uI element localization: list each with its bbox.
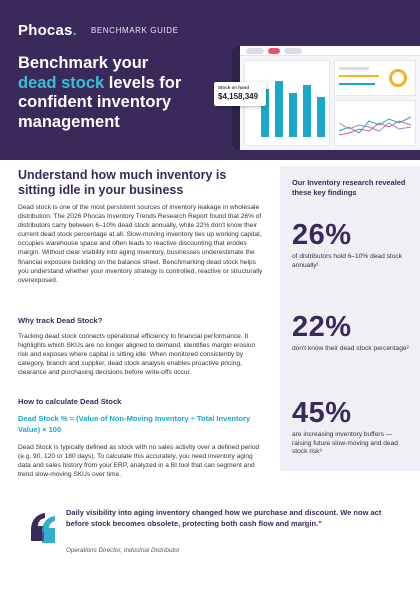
key-findings-title: Our Inventory research revealed these ke… xyxy=(292,178,406,197)
brand-bar: Phocas. BENCHMARK GUIDE xyxy=(18,22,179,39)
testimonial-quote: Daily visibility into aging inventory ch… xyxy=(66,508,382,528)
key-findings-panel: Our Inventory research revealed these ke… xyxy=(280,166,420,471)
stat-value: 26% xyxy=(292,219,352,251)
how-paragraph: Dead Stock is typically defined as stock… xyxy=(18,444,260,479)
intro-paragraph: Dead stock is one of the most persistent… xyxy=(18,204,263,284)
why-heading: Why track Dead Stock? xyxy=(18,316,103,325)
hero-title: Benchmark your dead stock levels for con… xyxy=(18,54,182,131)
dead-stock-formula: Dead Stock % = (Value of Non-Moving Inve… xyxy=(18,414,251,434)
dashboard-toolbar xyxy=(240,46,420,56)
stat-item: 45% are increasing inventory buffers — r… xyxy=(292,398,412,457)
dashboard-line-panel xyxy=(334,100,416,146)
stat-value: 22% xyxy=(292,311,352,343)
guide-label: BENCHMARK GUIDE xyxy=(90,26,179,35)
stat-value: 45% xyxy=(292,397,352,429)
quote-mark-icon xyxy=(31,513,55,543)
stat-item: 22% don't know their dead stock percenta… xyxy=(292,312,412,354)
testimonial-attribution: Operations Director, Industrial Distribu… xyxy=(66,547,180,554)
section-title: Understand how much inventory is sitting… xyxy=(18,168,227,197)
stat-description: of distributors hold 6–10% dead stock an… xyxy=(292,253,402,269)
stock-on-hand-card: Stock on hand $4,158,349 xyxy=(214,82,266,106)
stat-item: 26% of distributors hold 6–10% dead stoc… xyxy=(292,220,412,270)
hero-banner: Phocas. BENCHMARK GUIDE Benchmark your d… xyxy=(0,0,420,160)
phocas-logo: Phocas. xyxy=(18,22,77,39)
dashboard-kpi-panel xyxy=(334,60,416,96)
stat-description: don't know their dead stock percentage² xyxy=(292,345,409,352)
why-paragraph: Tracking dead stock connects operational… xyxy=(18,333,256,377)
how-heading: How to calculate Dead Stock xyxy=(18,397,122,406)
stat-description: are increasing inventory buffers — raisi… xyxy=(292,431,398,456)
kpi-ring-icon xyxy=(389,69,407,87)
line-chart-icon xyxy=(338,116,412,136)
